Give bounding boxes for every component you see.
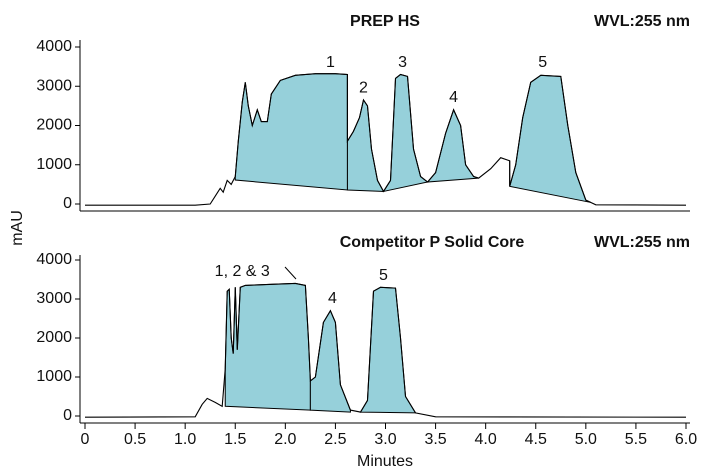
x-tick-label: 3.0 <box>374 431 396 448</box>
x-tick-label: 0.5 <box>124 431 146 448</box>
peak-label: 4 <box>449 89 458 106</box>
panel-title: PREP HS <box>350 13 420 30</box>
x-axis-label: Minutes <box>357 453 413 470</box>
peak-label: 3 <box>398 54 407 71</box>
peak-label: 5 <box>538 54 547 71</box>
y-tick-label: 2000 <box>36 117 72 134</box>
y-tick-label: 4000 <box>36 251 72 268</box>
y-tick-label: 1000 <box>36 368 72 385</box>
x-tick-label: 2.5 <box>324 431 346 448</box>
panel-title: Competitor P Solid Core <box>340 234 525 251</box>
y-tick-label: 3000 <box>36 77 72 94</box>
peak-area <box>359 286 417 414</box>
y-tick-label: 0 <box>63 195 72 212</box>
peak-area <box>234 73 348 191</box>
y-tick-label: 2000 <box>36 329 72 346</box>
x-tick-label: 2.0 <box>274 431 296 448</box>
peak-area <box>309 309 351 413</box>
x-tick-label: 1.0 <box>174 431 196 448</box>
x-tick-label: 5.5 <box>625 431 647 448</box>
x-tick-label: 1.5 <box>224 431 246 448</box>
peak-area <box>426 108 479 183</box>
x-tick-label: 3.5 <box>424 431 446 448</box>
trace <box>84 282 687 418</box>
peak-label: 4 <box>328 290 337 307</box>
peak-area <box>509 74 592 203</box>
y-tick-label: 0 <box>63 407 72 424</box>
panel-subtitle: WVL:255 nm <box>594 234 690 251</box>
peak-label: 1, 2 & 3 <box>215 263 270 280</box>
panel-subtitle: WVL:255 nm <box>594 13 690 30</box>
x-tick-label: 6.0 <box>675 431 697 448</box>
peak-label: 1 <box>326 54 335 71</box>
x-tick-label: 0 <box>81 431 90 448</box>
x-tick-label: 5.0 <box>575 431 597 448</box>
x-tick-label: 4.5 <box>525 431 547 448</box>
trace <box>85 73 687 206</box>
y-tick-label: 1000 <box>36 156 72 173</box>
annotation-leader <box>284 266 297 280</box>
peak-label: 2 <box>359 79 368 96</box>
peak-area <box>382 73 429 193</box>
x-tick-label: 4.0 <box>475 431 497 448</box>
peak-label: 5 <box>379 267 388 284</box>
peak-area <box>224 282 311 411</box>
y-tick-label: 4000 <box>36 38 72 55</box>
y-axis-label: mAU <box>9 210 26 246</box>
y-tick-label: 3000 <box>36 290 72 307</box>
